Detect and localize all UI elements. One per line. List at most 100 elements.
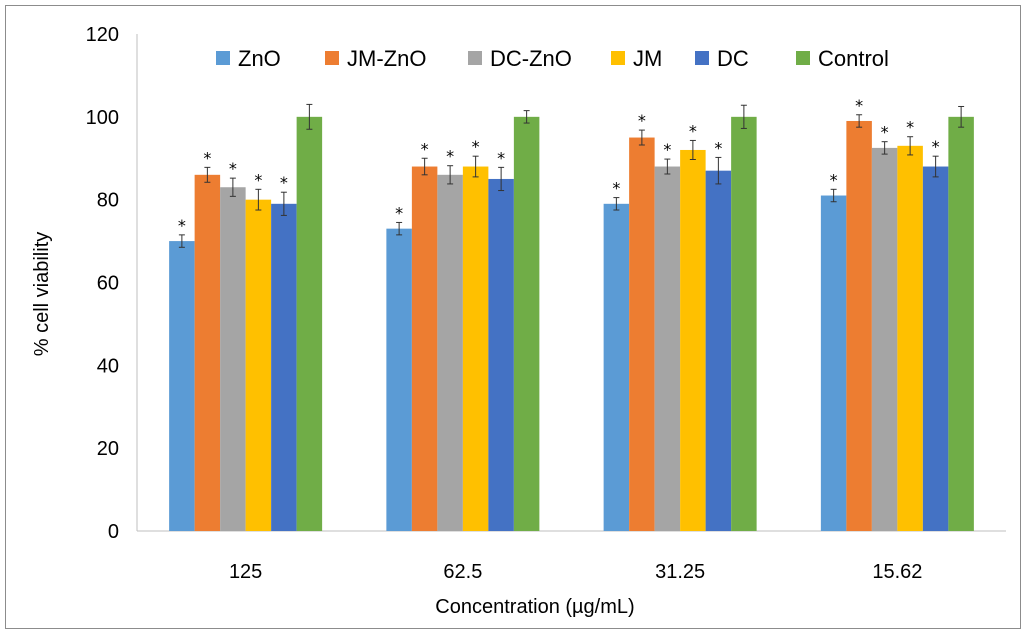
error-bar	[932, 155, 939, 178]
bar-dc	[922, 166, 949, 532]
significance-star: *	[638, 111, 646, 130]
bar-dc-zno	[437, 174, 463, 532]
legend-swatch	[796, 51, 810, 65]
y-tick-label: 60	[97, 273, 119, 295]
significance-star: *	[855, 96, 863, 115]
significance-star: *	[472, 137, 480, 156]
error-bar	[523, 110, 530, 124]
legend-item: Control	[796, 46, 889, 71]
error-bar	[830, 188, 837, 203]
y-tick-label: 120	[86, 24, 119, 46]
error-bar	[306, 103, 313, 130]
significance-star: *	[932, 137, 940, 156]
x-tick-label: 15.62	[872, 561, 922, 583]
x-tick-label: 62.5	[443, 561, 482, 583]
bar-jm	[897, 145, 923, 531]
significance-star: *	[689, 121, 697, 140]
y-axis: 0 20 40 60 80 100 120	[86, 24, 138, 543]
error-bar	[664, 158, 671, 175]
legend-swatch	[216, 51, 230, 65]
bar-jm-zno	[411, 166, 438, 532]
bar-dc	[705, 170, 732, 532]
error-bar	[229, 177, 236, 197]
significance-star: *	[421, 139, 429, 158]
error-bar	[638, 129, 645, 146]
legend-item: ZnO	[216, 46, 281, 71]
bar-jm	[680, 149, 706, 531]
error-bar	[907, 136, 914, 156]
bar-zno	[169, 241, 195, 532]
legend-item: DC-ZnO	[468, 46, 572, 71]
legend-item: JM-ZnO	[325, 46, 426, 71]
x-axis-title: Concentration (µg/mL)	[435, 596, 634, 618]
error-bar	[498, 166, 505, 192]
error-bar	[178, 234, 185, 248]
x-axis: 125 62.5 31.25 15.62	[137, 530, 1006, 583]
legend-label: Control	[818, 46, 889, 71]
error-bar	[447, 165, 454, 185]
bar-dc-zno	[220, 187, 246, 531]
significance-star: *	[497, 148, 505, 167]
legend-label: DC-ZnO	[490, 46, 572, 71]
y-tick-label: 40	[97, 355, 119, 377]
legend-swatch	[695, 51, 709, 65]
legend-label: JM-ZnO	[347, 46, 426, 71]
bar-control	[948, 116, 974, 531]
bar-control	[513, 116, 540, 531]
error-bar	[204, 166, 211, 183]
legend-label: ZnO	[238, 46, 281, 71]
bar-zno	[386, 228, 412, 532]
error-bar	[740, 104, 747, 129]
significance-star: *	[830, 170, 838, 189]
error-bar	[715, 156, 722, 185]
error-bar	[881, 141, 888, 155]
significance-star: *	[714, 138, 722, 157]
bar-zno	[820, 195, 847, 531]
chart-frame: 0 20 40 60 80 100 120 125 62.5 31.25 15.62 * * * * * *…	[5, 5, 1021, 629]
error-bar	[958, 105, 965, 128]
legend-item: DC	[695, 46, 749, 71]
bar-jm-zno	[846, 120, 872, 531]
significance-star: *	[395, 203, 403, 222]
bar-dc-zno	[871, 147, 898, 532]
bars: * * * * * * * * * * * * * * * * * * * *	[169, 96, 974, 532]
x-tick-label: 31.25	[655, 561, 705, 583]
significance-star: *	[229, 159, 237, 178]
bar-dc	[271, 203, 297, 531]
y-tick-label: 100	[86, 107, 119, 129]
error-bar	[396, 221, 403, 236]
bar-jm-zno	[194, 174, 221, 532]
error-bar	[280, 191, 287, 216]
y-tick-label: 20	[97, 438, 119, 460]
bar-zno	[603, 203, 630, 531]
error-bar	[689, 139, 696, 160]
bar-jm-zno	[629, 137, 655, 531]
legend-label: JM	[633, 46, 662, 71]
legend-label: DC	[717, 46, 749, 71]
significance-star: *	[906, 118, 914, 137]
y-axis-title: % cell viability	[31, 232, 53, 356]
legend-swatch	[325, 51, 339, 65]
bar-chart: 0 20 40 60 80 100 120 125 62.5 31.25 15.62 * * * * * *…	[31, 24, 1006, 618]
significance-star: *	[881, 123, 889, 142]
error-bar	[255, 188, 262, 211]
y-tick-label: 0	[108, 521, 119, 543]
bar-dc	[488, 178, 514, 532]
bar-control	[731, 116, 757, 531]
legend-swatch	[611, 51, 625, 65]
legend-swatch	[468, 51, 482, 65]
significance-star: *	[178, 216, 186, 235]
significance-star: *	[612, 179, 620, 198]
bar-jm	[245, 199, 272, 531]
error-bar	[472, 155, 479, 178]
significance-star: *	[280, 173, 288, 192]
bar-jm	[462, 166, 489, 532]
y-tick-label: 80	[97, 190, 119, 212]
significance-star: *	[663, 140, 671, 159]
error-bar	[421, 157, 428, 176]
significance-star: *	[254, 170, 262, 189]
significance-star: *	[203, 148, 211, 167]
x-tick-label: 125	[229, 561, 262, 583]
error-bar	[613, 197, 620, 211]
bar-control	[296, 116, 323, 531]
